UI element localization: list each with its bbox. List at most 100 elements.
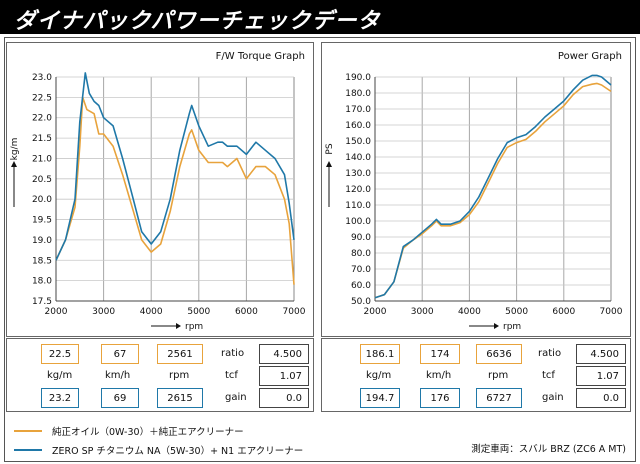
- y-tick-label: 190.0: [345, 73, 371, 83]
- x-axis-arrowhead: [494, 323, 499, 329]
- y-tick-label: 19.5: [32, 216, 52, 226]
- x-tick-label: 5000: [505, 307, 528, 317]
- x-tick-label: 2000: [45, 307, 68, 317]
- x-axis-arrowhead: [176, 323, 181, 329]
- y-tick-label: 23.0: [32, 73, 52, 83]
- y-tick-label: 70.0: [351, 265, 371, 275]
- tcf-value: 1.07: [576, 366, 626, 386]
- y-tick-label: 110.0: [345, 201, 371, 211]
- y-axis-label: kg/m: [10, 138, 20, 161]
- x-tick-label: 4000: [140, 307, 163, 317]
- torque-max-value-blue: 23.2: [41, 388, 79, 408]
- power-series-orange-line: [374, 82, 612, 299]
- gain-value: 0.0: [576, 388, 626, 408]
- ratio-value: 4.500: [259, 344, 309, 364]
- torque-speed-value-blue: 69: [101, 388, 139, 408]
- x-tick-label: 6000: [235, 307, 258, 317]
- x-tick-label: 7000: [600, 307, 623, 317]
- y-tick-label: 80.0: [351, 249, 371, 259]
- legend-swatch-orange: [14, 430, 42, 432]
- gain-value: 0.0: [259, 388, 309, 408]
- y-tick-label: 18.0: [32, 277, 52, 287]
- legend-label-orange: 純正オイル（0W-30）＋純正エアクリーナー: [52, 427, 244, 438]
- power-rpm-value-blue: 6727: [476, 388, 522, 408]
- y-axis-arrowhead: [11, 161, 17, 167]
- ratio-value: 4.500: [576, 344, 626, 364]
- power-speed-value-orange: 174: [420, 344, 460, 364]
- torque-rpm-value-blue: 2615: [157, 388, 203, 408]
- y-tick-label: 60.0: [351, 281, 371, 291]
- y-tick-label: 50.0: [351, 297, 371, 307]
- torque-max-value-orange: 22.5: [41, 344, 79, 364]
- power-max-value-blue: 194.7: [360, 388, 400, 408]
- x-tick-label: 6000: [552, 307, 575, 317]
- y-tick-label: 90.0: [351, 233, 371, 243]
- tcf-label: tcf: [542, 370, 555, 381]
- torque-chart-panel: F/W Torque Graph 2000 3000 4000 5000 6000 700…: [6, 42, 314, 337]
- power-max-value-orange: 186.1: [360, 344, 400, 364]
- legend-item-orange: 純正オイル（0W-30）＋純正エアクリーナー: [14, 424, 244, 438]
- y-tick-label: 22.5: [32, 93, 52, 103]
- y-tick-label: 18.5: [32, 256, 52, 266]
- x-tick-label: 3000: [411, 307, 434, 317]
- ratio-label: ratio: [221, 348, 245, 359]
- torque-rpm-value-orange: 2561: [157, 344, 203, 364]
- power-rpm-value-orange: 6636: [476, 344, 522, 364]
- power-chart-title: Power Graph: [557, 51, 622, 62]
- y-tick-label: 170.0: [345, 105, 371, 115]
- torque-speed-value-orange: 67: [101, 344, 139, 364]
- y-tick-label: 19.0: [32, 236, 52, 246]
- torque-series-blue-line: [55, 72, 295, 261]
- unit-label: km/h: [426, 370, 452, 381]
- legend: 純正オイル（0W-30）＋純正エアクリーナー ZERO SP チタニウム NA（…: [6, 415, 634, 459]
- x-tick-label: 4000: [458, 307, 481, 317]
- y-tick-label: 130.0: [345, 169, 371, 179]
- gain-label: gain: [225, 392, 247, 403]
- x-axis-label: rpm: [185, 322, 203, 332]
- x-tick-label: 7000: [283, 307, 306, 317]
- power-speed-value-blue: 176: [420, 388, 460, 408]
- y-tick-label: 21.0: [32, 154, 52, 164]
- legend-label-blue: ZERO SP チタニウム NA（5W-30）+ N1 エアクリーナー: [52, 446, 304, 457]
- x-tick-label: 3000: [92, 307, 115, 317]
- y-tick-label: 180.0: [345, 89, 371, 99]
- torque-series-orange-line: [55, 96, 295, 285]
- power-chart: 2000 3000 4000 5000 6000 7000 50.0 60.0 70.0 80.0…: [325, 73, 623, 332]
- y-tick-label: 100.0: [345, 217, 371, 227]
- power-chart-panel: Power Graph 2000 3000 4000 5000 6000 7000 50.0…: [321, 42, 631, 337]
- y-axis-arrowhead: [326, 161, 332, 167]
- gain-label: gain: [542, 392, 564, 403]
- tcf-value: 1.07: [259, 366, 309, 386]
- legend-item-blue: ZERO SP チタニウム NA（5W-30）+ N1 エアクリーナー: [14, 443, 303, 457]
- unit-label: kg/m: [366, 370, 392, 381]
- x-axis-label: rpm: [503, 322, 521, 332]
- y-tick-label: 20.5: [32, 175, 52, 185]
- unit-label: km/h: [105, 370, 131, 381]
- x-tick-label: 5000: [187, 307, 210, 317]
- y-tick-label: 140.0: [345, 153, 371, 163]
- tcf-label: tcf: [225, 370, 238, 381]
- power-series-blue-line: [374, 74, 612, 299]
- y-tick-label: 120.0: [345, 185, 371, 195]
- y-tick-label: 17.5: [32, 297, 52, 307]
- vehicle-label: 測定車両：スバル BRZ (ZC6 A MT): [471, 444, 626, 455]
- y-axis-label: PS: [325, 143, 335, 154]
- title-bar: ダイナパックパワーチェックデータ: [0, 0, 640, 34]
- legend-swatch-blue: [14, 449, 42, 451]
- y-tick-label: 21.5: [32, 134, 52, 144]
- content-frame: [4, 37, 636, 462]
- y-tick-label: 20.0: [32, 195, 52, 205]
- ratio-label: ratio: [538, 348, 562, 359]
- page-title: ダイナパックパワーチェックデータ: [14, 9, 381, 34]
- torque-chart-title: F/W Torque Graph: [215, 51, 305, 62]
- power-stats-panel: 186.1 174 6636 kg/m km/h rpm 194.7 176 6…: [321, 338, 631, 412]
- unit-label: rpm: [488, 370, 509, 381]
- x-tick-label: 2000: [364, 307, 387, 317]
- unit-label: rpm: [169, 370, 190, 381]
- unit-label: kg/m: [47, 370, 73, 381]
- y-tick-label: 160.0: [345, 121, 371, 131]
- y-tick-label: 150.0: [345, 137, 371, 147]
- torque-chart: 2000 3000 4000 5000 6000 7000 17.5 18.0 18.5 19.0…: [10, 72, 306, 332]
- y-tick-label: 22.0: [32, 114, 52, 124]
- torque-stats-panel: 22.5 67 2561 kg/m km/h rpm 23.2 69 2615 …: [6, 338, 314, 412]
